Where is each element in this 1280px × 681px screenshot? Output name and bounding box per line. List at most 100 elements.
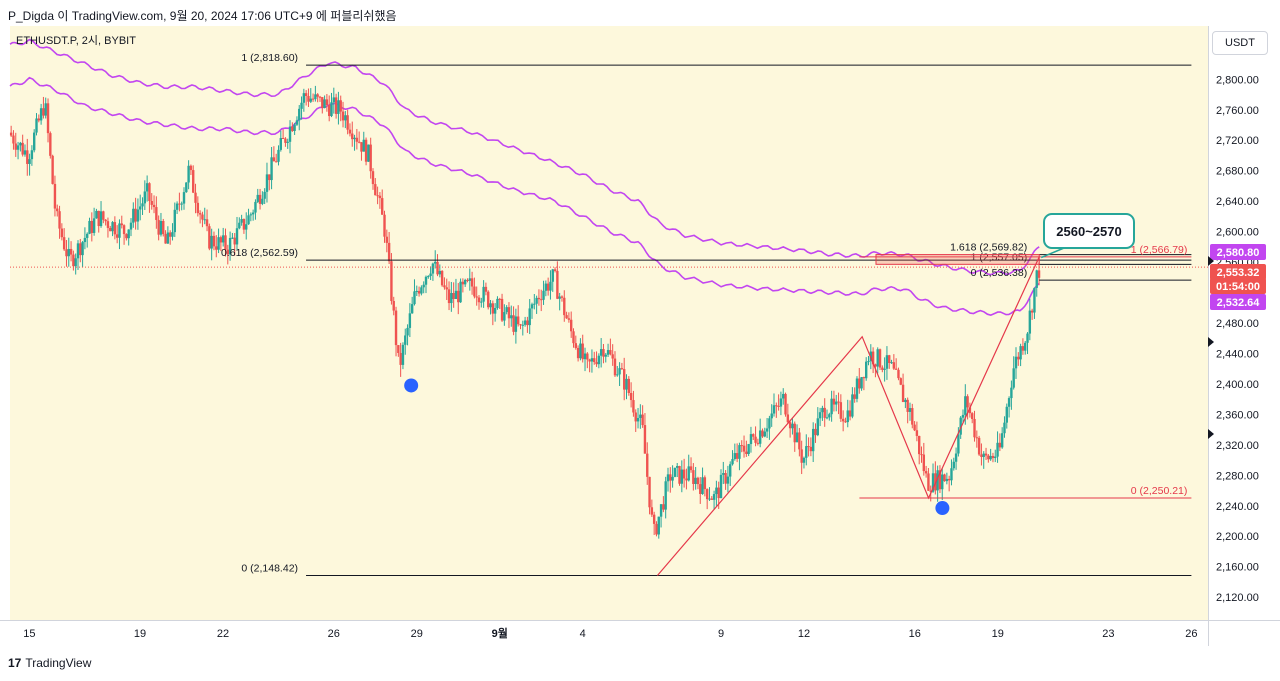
- x-tick-label: 26: [1185, 628, 1197, 640]
- candle-body: [431, 263, 435, 274]
- candle-body: [920, 454, 923, 456]
- candle-body: [155, 207, 158, 220]
- candle-body: [56, 208, 59, 212]
- candle-body: [692, 470, 695, 484]
- candle-body: [904, 399, 907, 403]
- candle-body: [281, 138, 285, 140]
- candle-body: [540, 299, 543, 301]
- candle-body: [1024, 342, 1027, 351]
- candle-body: [408, 313, 412, 328]
- candle-body: [862, 377, 866, 379]
- candle-body: [339, 100, 342, 112]
- candle-body: [816, 418, 819, 436]
- candle-body: [238, 222, 241, 229]
- candle-body: [929, 490, 932, 492]
- fib-level-label: 1 (2,818.60): [241, 52, 298, 64]
- candle-body: [69, 248, 73, 255]
- candle-body: [443, 285, 446, 288]
- zigzag-pattern: [656, 256, 1040, 576]
- candle-body: [885, 355, 889, 369]
- candle-body: [362, 139, 365, 152]
- candle-body: [346, 115, 349, 130]
- x-tick-label: 9: [718, 628, 724, 640]
- candle-body: [95, 210, 98, 219]
- candle-body: [881, 367, 884, 370]
- candle-body: [337, 100, 340, 114]
- candle-body: [328, 105, 331, 117]
- candle-body: [26, 150, 29, 164]
- candle-body: [588, 359, 591, 362]
- candle-body: [203, 219, 206, 221]
- candle-body: [463, 279, 467, 285]
- candle-body: [187, 165, 190, 183]
- candle-body: [270, 157, 273, 181]
- candle-body: [793, 423, 796, 443]
- candle-body: [560, 296, 564, 298]
- candle-body: [650, 507, 654, 515]
- candle-body: [616, 374, 619, 376]
- candle-body: [235, 228, 239, 245]
- candle-body: [288, 126, 292, 142]
- candle-body: [115, 234, 119, 238]
- callout: 2560~2570: [1040, 213, 1135, 259]
- candle-body: [60, 228, 64, 238]
- envelope-upper-line: [9, 38, 1040, 276]
- signal-dot-marker: [404, 378, 419, 393]
- currency-button[interactable]: USDT: [1212, 31, 1268, 55]
- candle-body: [655, 523, 658, 535]
- candle-body: [719, 474, 723, 499]
- candle-body: [703, 477, 707, 490]
- candle-body: [420, 287, 423, 294]
- candle-body: [1033, 287, 1036, 313]
- candle-body: [805, 446, 808, 458]
- candle-body: [369, 144, 372, 172]
- candle-body: [897, 369, 900, 379]
- candle-body: [348, 129, 352, 134]
- candle-body: [30, 150, 34, 160]
- candle-body: [694, 477, 697, 484]
- candle-body: [127, 229, 130, 239]
- candle-body: [733, 453, 737, 460]
- candle-body: [466, 279, 469, 281]
- candle-body: [775, 405, 778, 407]
- candle-body: [989, 455, 992, 460]
- candle-body: [272, 157, 276, 162]
- candle-body: [51, 155, 54, 184]
- candle-body: [938, 470, 942, 490]
- candle-body: [763, 431, 766, 437]
- candle-body: [413, 291, 416, 305]
- candle-body: [447, 289, 451, 304]
- candle-body: [740, 445, 743, 447]
- candle-body: [452, 293, 455, 299]
- candle-body: [758, 430, 762, 444]
- candle-body: [722, 473, 725, 475]
- price-axis-panel[interactable]: [1208, 26, 1280, 620]
- last-price-tag-text: 2,553.32: [1217, 267, 1260, 279]
- candle-body: [249, 214, 253, 216]
- candle-body: [858, 378, 861, 389]
- candle-body: [247, 215, 250, 225]
- candle-body: [915, 430, 919, 436]
- candle-body: [745, 451, 748, 454]
- candle-body: [899, 378, 902, 385]
- candle-body: [576, 347, 580, 359]
- symbol-title: ETHUSDT.P, 2시, BYBIT: [16, 35, 136, 47]
- y-tick-label: 2,120.00: [1216, 592, 1259, 604]
- candle-body: [341, 111, 345, 121]
- candle-body: [913, 424, 916, 431]
- candle-body: [390, 261, 393, 301]
- candle-body: [378, 195, 382, 199]
- candle-body: [977, 437, 981, 455]
- time-axis-panel[interactable]: [0, 620, 1208, 646]
- candle-body: [53, 183, 57, 209]
- candle-body: [445, 287, 448, 290]
- candle-body: [122, 225, 126, 235]
- candle-body: [599, 349, 603, 356]
- x-tick-label: 19: [134, 628, 146, 640]
- candle-body: [648, 476, 651, 508]
- candle-body: [261, 198, 264, 204]
- candle-body: [574, 343, 578, 348]
- candle-body: [699, 484, 702, 495]
